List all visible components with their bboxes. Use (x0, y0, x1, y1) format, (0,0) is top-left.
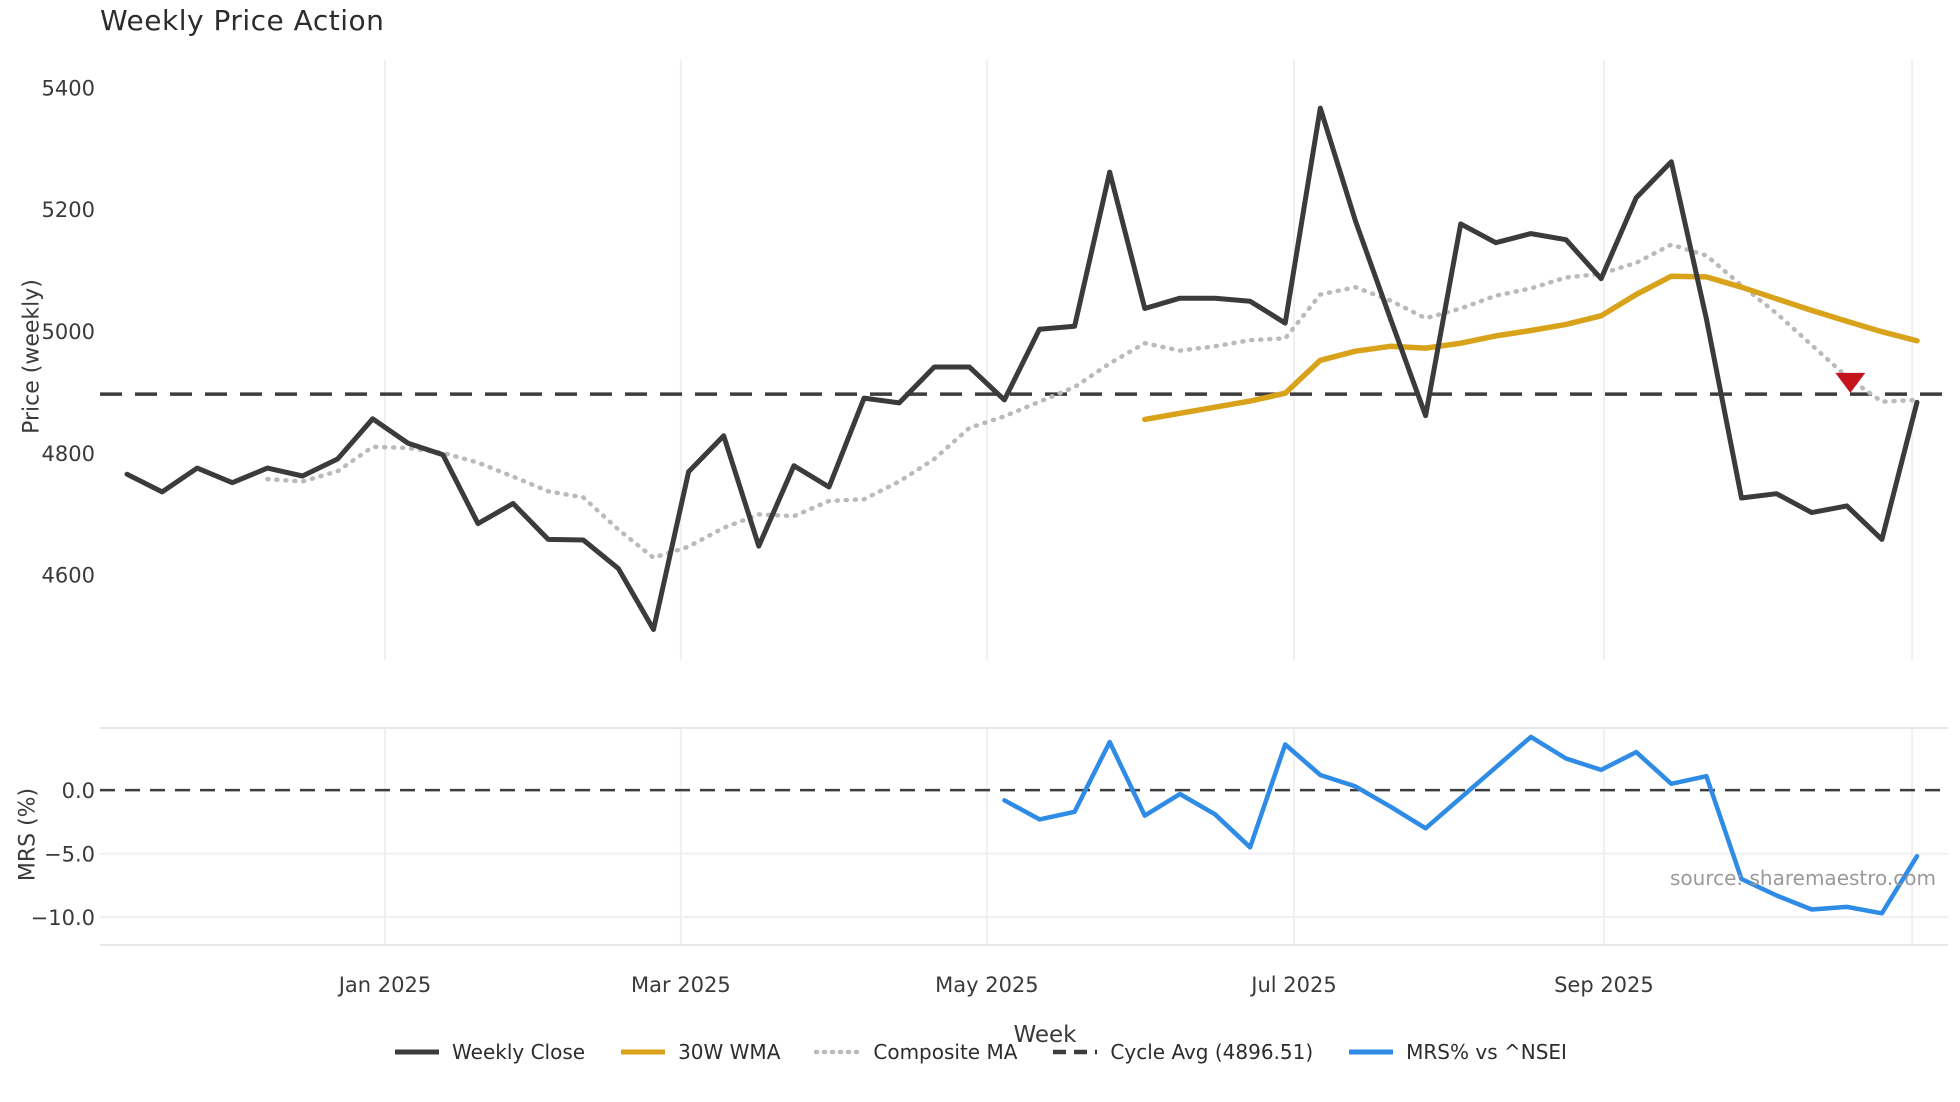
chart-legend: Weekly Close 30W WMA Composite MA Cycle Avg… (0, 1040, 1960, 1064)
legend-item: Cycle Avg (4896.51) (1051, 1040, 1313, 1064)
legend-item: Composite MA (814, 1040, 1017, 1064)
legend-item: 30W WMA (619, 1040, 780, 1064)
xtick-label: Jan 2025 (337, 973, 432, 997)
xtick-label: Jul 2025 (1249, 973, 1336, 997)
legend-item: MRS% vs ^NSEI (1347, 1040, 1567, 1064)
mrs-line (1002, 734, 1920, 916)
legend-swatch-solid (621, 1049, 666, 1055)
legend-label: Weekly Close (452, 1040, 586, 1064)
signal-marker-triangle-down (1835, 372, 1866, 393)
mrs-ytick--10: −10.0 (31, 906, 95, 930)
price-ytick-5000: 5000 (42, 320, 95, 344)
wma30-line (1142, 273, 1920, 423)
legend-swatch-dashed (1053, 1049, 1098, 1055)
x-axis-label: Week (1013, 1022, 1077, 1048)
legend-swatch-solid (1349, 1049, 1394, 1055)
price-ytick-5400: 5400 (42, 76, 95, 100)
mrs-ytick-0: 0.0 (62, 779, 95, 803)
xtick-label: Mar 2025 (631, 973, 731, 997)
price-ytick-4800: 4800 (42, 442, 95, 466)
legend-swatch-dotted (814, 1049, 863, 1055)
legend-label: Composite MA (873, 1040, 1018, 1064)
legend-label: Cycle Avg (4896.51) (1110, 1040, 1314, 1064)
composite-ma-line (265, 242, 1920, 560)
weekly-close-line (124, 105, 1920, 632)
legend-item: Weekly Close (393, 1040, 585, 1064)
chart-title: Weekly Price Action (100, 4, 385, 37)
source-credit: source: sharemaestro.com (1670, 866, 1936, 890)
price-ytick-4600: 4600 (42, 564, 95, 588)
legend-swatch-solid (395, 1049, 440, 1055)
xtick-label: Sep 2025 (1554, 973, 1654, 997)
mrs-ytick--5: −5.0 (44, 843, 95, 867)
legend-label: 30W WMA (678, 1040, 781, 1064)
legend-label: MRS% vs ^NSEI (1406, 1040, 1567, 1064)
xtick-label: May 2025 (935, 973, 1039, 997)
price-ytick-5200: 5200 (42, 198, 95, 222)
